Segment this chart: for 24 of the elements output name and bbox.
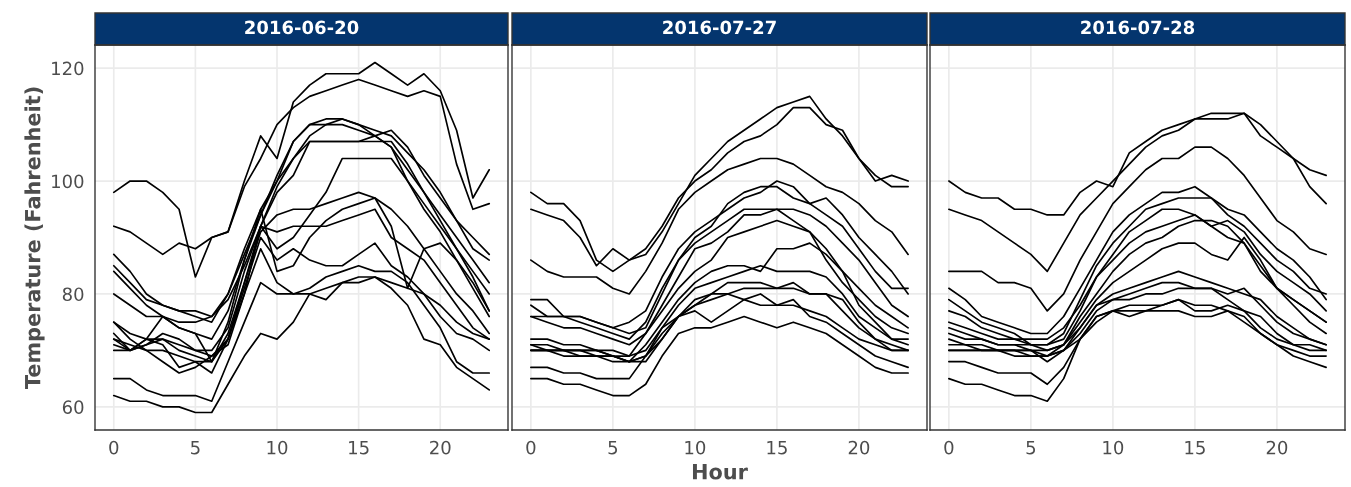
x-tick-label: 5 <box>1026 440 1036 455</box>
y-tick-label: 80 <box>62 287 84 302</box>
chart-title: 2016-06-20 <box>245 20 359 35</box>
chart-title: 2016-07-27 <box>663 20 776 35</box>
x-tick-label: 15 <box>349 440 369 455</box>
y-tick-label: 120 <box>52 61 84 76</box>
x-axis-title: Hour <box>692 464 748 480</box>
y-tick-label: 60 <box>62 400 84 414</box>
x-tick-label: 20 <box>848 440 870 455</box>
y-axis-title: Temperature (Fahrenheit) <box>24 87 45 390</box>
x-tick-label: 0 <box>526 440 536 455</box>
x-tick-label: 5 <box>191 440 200 455</box>
x-tick-label: 10 <box>1103 440 1124 455</box>
x-tick-label: 10 <box>685 440 706 455</box>
x-tick-label: 10 <box>267 440 288 455</box>
x-tick-label: 15 <box>1185 440 1205 455</box>
x-tick-label: 0 <box>109 440 119 455</box>
x-tick-label: 15 <box>767 440 787 455</box>
y-tick-label: 100 <box>52 174 84 189</box>
x-tick-label: 5 <box>608 440 618 455</box>
chart-title: 2016-07-28 <box>1081 20 1195 35</box>
x-tick-label: 20 <box>430 440 451 455</box>
x-tick-label: 20 <box>1266 440 1288 455</box>
x-tick-label: 0 <box>944 440 954 455</box>
